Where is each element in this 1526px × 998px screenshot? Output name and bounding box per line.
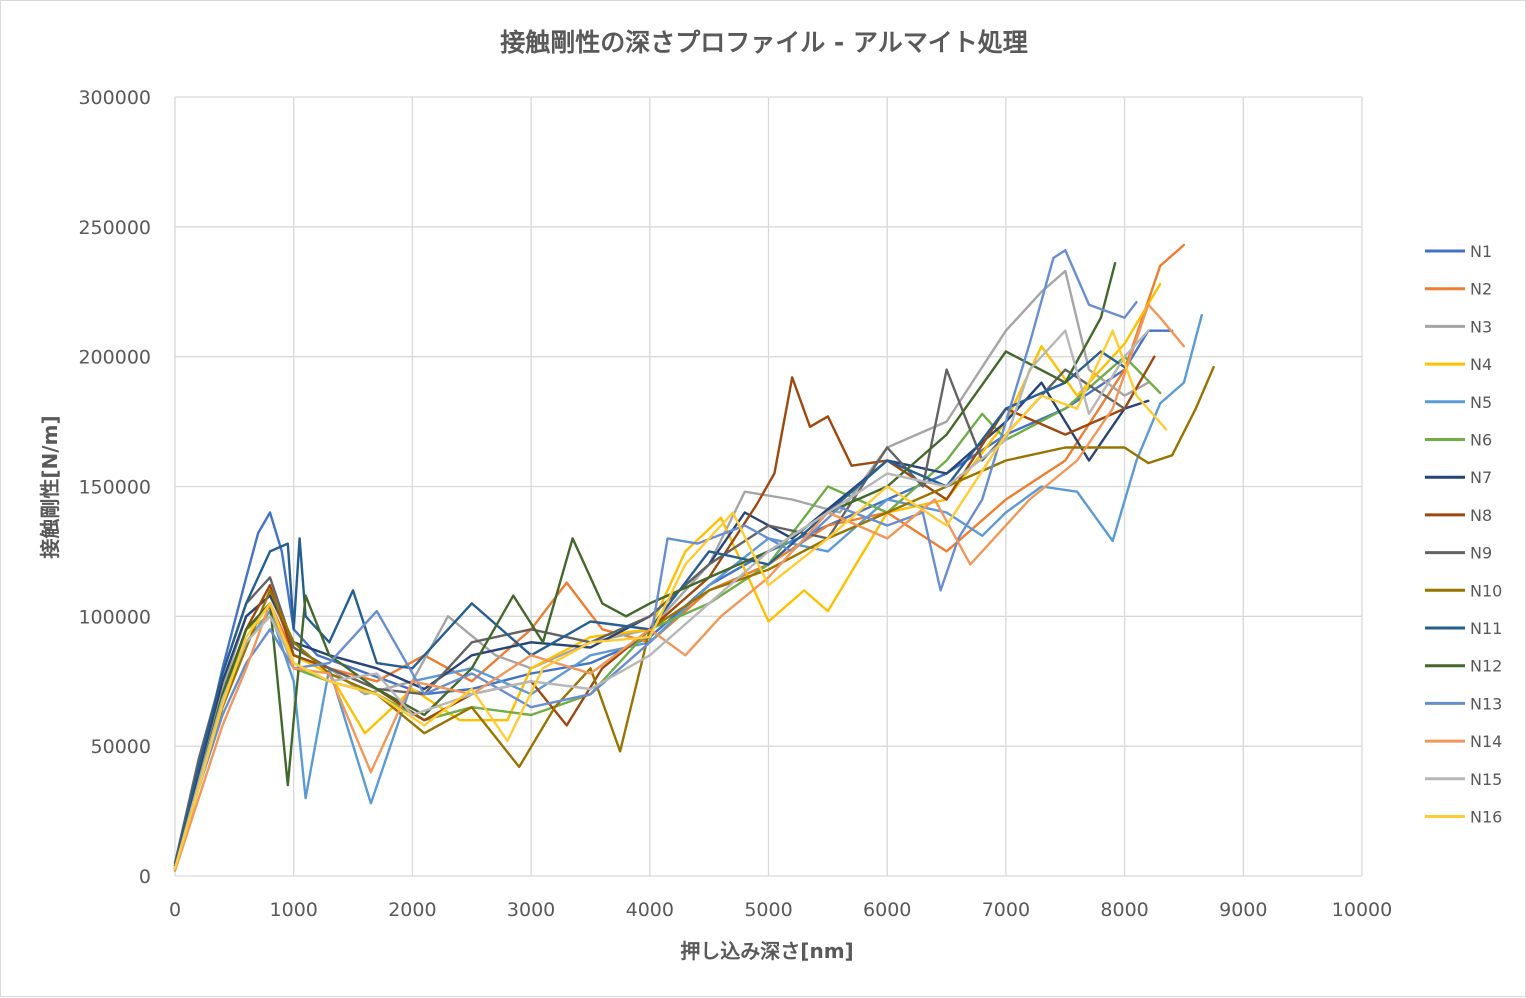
legend-item-n11: N11 [1425,619,1502,638]
legend-item-n15: N15 [1425,770,1502,789]
legend-item-n10: N10 [1425,581,1502,600]
y-tick-label: 100000 [78,606,151,628]
y-tick-label: 250000 [78,217,151,239]
legend-item-n16: N16 [1425,808,1502,827]
legend-item-n12: N12 [1425,657,1502,676]
x-tick-label: 7000 [982,899,1030,921]
legend-label: N10 [1470,581,1502,600]
series-line-n16 [173,329,1168,870]
y-tick-label: 50000 [91,736,151,758]
series-line-n5 [173,313,1204,870]
y-axis-ticks: 0 50000 100000 150000 200000 250000 300000 [78,87,151,888]
series-line-n13 [173,248,1138,870]
legend-item-n9: N9 [1425,544,1492,563]
x-tick-label: 2000 [388,899,436,921]
legend-label: N6 [1470,431,1492,450]
legend-item-n14: N14 [1425,732,1502,751]
legend-label: N16 [1470,808,1502,827]
legend-item-n7: N7 [1425,468,1492,487]
legend-item-n13: N13 [1425,694,1502,713]
series-line-n10 [173,365,1215,870]
series-line-n12 [173,262,1117,870]
x-tick-label: 8000 [1100,899,1148,921]
legend-item-n4: N4 [1425,355,1492,374]
x-axis-ticks: 0 1000 2000 3000 4000 5000 6000 7000 8000 9000 100… [169,899,1392,921]
legend-label: N12 [1470,657,1502,676]
x-tick-label: 0 [169,899,181,921]
x-tick-label: 10000 [1332,899,1392,921]
chart-title: 接触剛性の深さプロファイル - アルマイト処理 [500,28,1028,57]
legend-item-n1: N1 [1425,242,1492,261]
legend-label: N15 [1470,770,1502,789]
series-line-n15 [173,329,1150,870]
x-axis-title: 押し込み深さ[nm] [680,939,853,963]
legend-label: N1 [1470,242,1492,261]
y-tick-label: 200000 [78,347,151,369]
series-line-n4 [173,282,1162,870]
legend-label: N14 [1470,732,1502,751]
legend-label: N2 [1470,280,1492,299]
gridlines [174,96,1363,877]
legend-label: N13 [1470,694,1502,713]
legend-label: N3 [1470,317,1492,336]
legend-label: N9 [1470,544,1492,563]
x-tick-label: 3000 [507,899,555,921]
x-tick-label: 1000 [270,899,318,921]
legend-item-n3: N3 [1425,317,1492,336]
x-tick-label: 4000 [626,899,674,921]
series-line-n14 [173,303,1186,872]
y-tick-label: 0 [139,866,151,888]
series-line-n11 [173,350,1126,867]
series-lines [173,243,1215,872]
y-axis-title: 接触剛性[N/m] [38,415,62,558]
legend-label: N4 [1470,355,1492,374]
legend-item-n8: N8 [1425,506,1492,525]
legend-label: N7 [1470,468,1492,487]
legend-label: N8 [1470,506,1492,525]
legend-item-n6: N6 [1425,431,1492,450]
series-line-n2 [173,243,1186,870]
y-tick-label: 150000 [78,477,151,499]
x-tick-label: 6000 [863,899,911,921]
x-tick-label: 9000 [1219,899,1267,921]
legend-label: N11 [1470,619,1502,638]
legend-item-n5: N5 [1425,393,1492,412]
legend-item-n2: N2 [1425,280,1492,299]
legend-label: N5 [1470,393,1492,412]
x-tick-label: 5000 [744,899,792,921]
y-tick-label: 300000 [78,87,151,109]
legend: N1 N2 N3 N4 N5 N6 N7 N8 N9 N10 N11 N12 N13 N14 N15 N16 [1425,242,1502,827]
